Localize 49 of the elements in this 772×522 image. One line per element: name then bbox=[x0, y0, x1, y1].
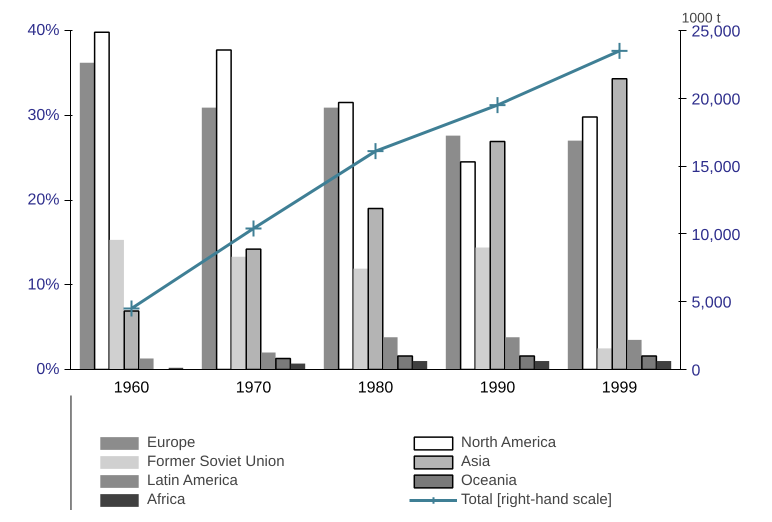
bar bbox=[80, 62, 94, 370]
point bbox=[122, 299, 140, 318]
bar bbox=[324, 108, 338, 370]
legend-label: Africa bbox=[147, 491, 186, 508]
point bbox=[244, 219, 262, 238]
bar bbox=[139, 358, 154, 370]
y-tick-label: 10% bbox=[27, 276, 60, 294]
legend-label: Total [right-hand scale] bbox=[461, 491, 613, 508]
bar bbox=[627, 340, 642, 370]
y-tick-label: 40% bbox=[27, 22, 60, 39]
y2-tick-label: 0 bbox=[692, 362, 700, 380]
x-tick-label: 1960 bbox=[114, 380, 150, 396]
point bbox=[366, 142, 384, 160]
y2-tick-label: 10,000 bbox=[692, 226, 741, 244]
x-tick-label: 1990 bbox=[480, 380, 516, 396]
y-tick-label: 20% bbox=[27, 192, 60, 208]
bar bbox=[505, 337, 520, 370]
bar bbox=[109, 240, 124, 370]
bar bbox=[534, 361, 550, 370]
bar bbox=[261, 352, 276, 370]
bar bbox=[202, 108, 216, 370]
legend-label: Latin America bbox=[147, 472, 239, 489]
x-tick-label: 1970 bbox=[236, 380, 272, 396]
y2-tick-label: 15,000 bbox=[692, 159, 741, 176]
y2-axis-title: 1000 t bbox=[682, 10, 721, 26]
bar bbox=[446, 136, 460, 370]
bar bbox=[568, 140, 582, 370]
y2-tick-label: 20,000 bbox=[692, 91, 741, 108]
bar bbox=[231, 256, 246, 370]
point bbox=[610, 42, 628, 60]
bar bbox=[290, 364, 306, 370]
y2-tick-label: 5,000 bbox=[692, 294, 732, 312]
x-tick-label: 1999 bbox=[602, 380, 638, 396]
legend-label: North America bbox=[461, 434, 558, 451]
y-tick-label: 0% bbox=[36, 361, 60, 378]
x-tick-label: 1980 bbox=[358, 380, 394, 396]
bar bbox=[597, 348, 612, 370]
legend-label: Oceania bbox=[461, 472, 518, 489]
legend-label: Asia bbox=[461, 453, 492, 470]
bar bbox=[412, 361, 428, 370]
bar bbox=[475, 247, 490, 370]
legend-label: Former Soviet Union bbox=[147, 453, 286, 470]
legend-label: Europe bbox=[147, 434, 196, 451]
y-tick-label: 30% bbox=[27, 106, 60, 124]
bar bbox=[656, 361, 672, 370]
bar bbox=[353, 268, 368, 370]
y2-tick-label: 25,000 bbox=[692, 24, 741, 40]
point bbox=[488, 96, 506, 114]
bar bbox=[383, 337, 398, 370]
